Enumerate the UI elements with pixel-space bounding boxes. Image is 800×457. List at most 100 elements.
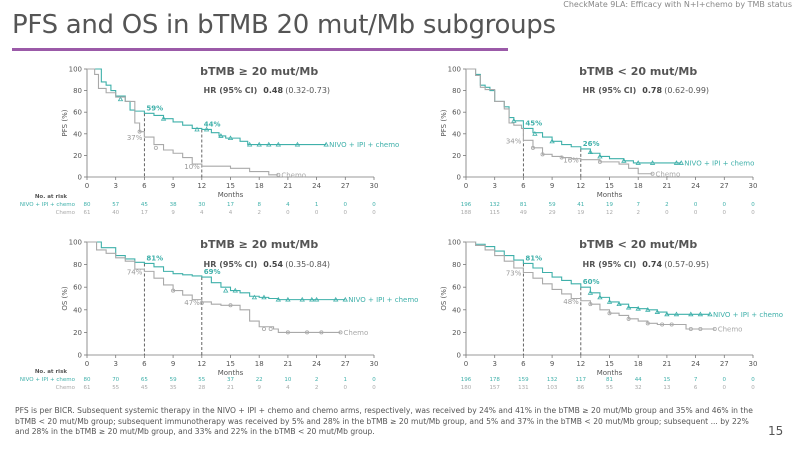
risk-value: 7 xyxy=(636,202,640,208)
risk-value: 131 xyxy=(518,385,529,391)
y-tick-label: 40 xyxy=(452,306,461,314)
x-axis-label: Months xyxy=(218,369,244,377)
risk-value: 55 xyxy=(606,385,613,391)
x-tick-label: 27 xyxy=(720,360,729,368)
censor-mark xyxy=(323,141,329,147)
censor-mark xyxy=(227,135,234,141)
censor-mark xyxy=(587,149,594,155)
censor-mark xyxy=(299,296,305,302)
risk-value: 4 xyxy=(286,202,290,208)
chemo-curve xyxy=(466,241,715,330)
nivo-curve-label: NIVO + IPI + chemo xyxy=(713,311,783,319)
x-tick-label: 12 xyxy=(197,360,206,368)
breadcrumb: CheckMate 9LA: Efficacy with N+I+chemo b… xyxy=(563,0,792,9)
risk-value: 180 xyxy=(461,385,472,391)
y-tick-label: 40 xyxy=(73,130,82,138)
x-tick-label: 18 xyxy=(255,182,264,190)
censor-mark xyxy=(588,302,593,307)
y-tick-label: 100 xyxy=(448,66,461,74)
censor-mark xyxy=(338,330,343,335)
nivo-curve xyxy=(87,68,327,146)
hr-ci: (0.62-0.99) xyxy=(664,86,709,95)
x-tick-label: 30 xyxy=(370,182,379,190)
censor-mark xyxy=(511,118,517,123)
risk-value: 0 xyxy=(723,202,727,208)
censor-mark xyxy=(256,141,262,147)
x-tick-label: 27 xyxy=(341,360,350,368)
y-axis-label: OS (%) xyxy=(61,286,69,311)
x-tick-label: 3 xyxy=(113,182,117,190)
x-tick-label: 12 xyxy=(576,182,585,190)
chemo-curve xyxy=(87,68,279,176)
x-tick-label: 6 xyxy=(142,360,147,368)
risk-value: 57 xyxy=(112,202,119,208)
censor-mark xyxy=(650,171,655,176)
risk-value: 0 xyxy=(372,210,376,216)
landmark-chemo-label: 74% xyxy=(127,268,143,276)
risk-value: 86 xyxy=(577,385,584,391)
censor-mark xyxy=(587,290,594,295)
risk-value: 0 xyxy=(751,202,755,208)
risk-value: 0 xyxy=(665,210,669,216)
risk-value: 80 xyxy=(84,202,91,208)
censor-mark xyxy=(342,296,348,302)
landmark-nivo-label: 59% xyxy=(146,104,163,112)
y-tick-label: 40 xyxy=(73,306,82,314)
risk-value: 0 xyxy=(751,385,755,391)
hr-value: 0.74 xyxy=(642,260,662,269)
hr-label: HR (95% CI) xyxy=(583,260,637,269)
risk-value: 70 xyxy=(112,377,119,383)
censor-mark xyxy=(232,287,238,293)
risk-value: 0 xyxy=(694,210,698,216)
risk-value: 178 xyxy=(489,377,500,383)
chart-title: bTMB ≥ 20 mut/Mb xyxy=(200,65,318,78)
censor-mark xyxy=(660,322,665,327)
y-tick-label: 20 xyxy=(452,329,461,337)
censor-mark xyxy=(530,145,535,150)
risk-value: 61 xyxy=(84,385,91,391)
nivo-curve-label: NIVO + IPI + chemo xyxy=(329,141,399,149)
x-tick-label: 9 xyxy=(550,360,554,368)
landmark-chemo-label: 16% xyxy=(563,157,579,165)
chemo-curve-label: Chemo xyxy=(718,326,743,334)
x-tick-label: 27 xyxy=(341,182,350,190)
risk-value: 59 xyxy=(170,377,177,383)
censor-mark xyxy=(275,141,282,147)
risk-row-label: NIVO + IPI + chemo xyxy=(20,202,76,208)
risk-value: 0 xyxy=(723,385,727,391)
landmark-nivo-label: 26% xyxy=(583,140,600,148)
x-tick-label: 21 xyxy=(662,182,671,190)
risk-value: 13 xyxy=(663,385,670,391)
censor-mark xyxy=(673,160,680,165)
risk-value: 0 xyxy=(372,385,376,391)
x-axis-label: Months xyxy=(597,369,623,377)
censor-mark xyxy=(153,145,158,150)
risk-value: 0 xyxy=(315,210,319,216)
landmark-chemo-label: 73% xyxy=(506,270,522,278)
risk-value: 0 xyxy=(694,202,698,208)
risk-value: 55 xyxy=(198,377,205,383)
chemo-curve-label: Chemo xyxy=(656,170,681,178)
x-tick-label: 27 xyxy=(720,182,729,190)
x-tick-label: 0 xyxy=(85,360,89,368)
risk-value: 44 xyxy=(635,377,642,383)
nivo-curve-label: NIVO + IPI + chemo xyxy=(348,296,418,304)
risk-value: 0 xyxy=(372,377,376,383)
censor-mark xyxy=(228,303,233,308)
censor-mark xyxy=(285,296,291,302)
risk-value: 0 xyxy=(286,210,290,216)
x-tick-label: 6 xyxy=(521,360,526,368)
chart-title: bTMB < 20 mut/Mb xyxy=(579,238,697,251)
risk-value: 19 xyxy=(606,202,613,208)
censor-mark xyxy=(313,296,320,302)
risk-value: 59 xyxy=(549,202,556,208)
risk-value: 132 xyxy=(547,377,558,383)
censor-mark xyxy=(597,153,603,159)
title-underline xyxy=(12,48,508,51)
risk-value: 22 xyxy=(256,377,263,383)
risk-value: 49 xyxy=(520,210,527,216)
x-tick-label: 12 xyxy=(576,360,585,368)
risk-value: 9 xyxy=(171,210,175,216)
y-tick-label: 0 xyxy=(78,352,82,360)
hr-label: HR (95% CI) xyxy=(583,86,637,95)
